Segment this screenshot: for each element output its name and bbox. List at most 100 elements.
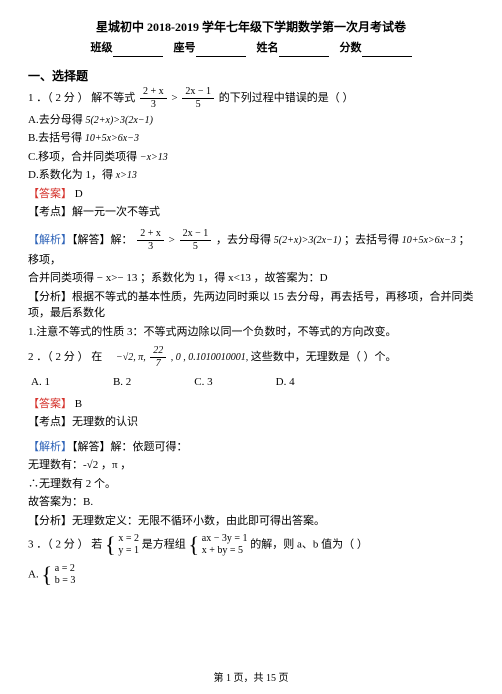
q1-optA: A.去分母得 5(2+x)>3(2x−1): [28, 112, 474, 129]
q2-prefix: 2 ．（ 2 分 ） 在: [28, 351, 102, 363]
name-blank: [279, 44, 329, 57]
jx-text: ；去括号得: [344, 234, 399, 246]
q1-frac2: 2x − 1 5: [182, 87, 214, 110]
frac-den: 5: [180, 241, 212, 252]
frac-num: 2 + x: [137, 229, 164, 241]
jieda-label: 【解答】解：依题可得：: [72, 441, 188, 453]
frac-num: 2 + x: [140, 87, 167, 99]
jiexi-label: 【解析】: [28, 234, 72, 246]
q1-optC: C.移项，合并同类项得 −x>13: [28, 149, 474, 166]
name-label: 姓名: [257, 42, 279, 54]
q1-optB: B.去括号得 10+5x>6x−3: [28, 130, 474, 147]
q2-line-ans: 故答案为：B.: [28, 494, 474, 511]
jiexi-label: 【解析】: [28, 441, 72, 453]
score-label: 分数: [340, 42, 362, 54]
frac-den: 7: [150, 358, 166, 369]
q3-sys1: x = 2 y = 1: [118, 533, 139, 557]
frac-den: 5: [182, 99, 214, 110]
q1-gt: >: [171, 92, 177, 104]
frac-den: 3: [140, 99, 167, 110]
q1-frac1: 2 + x 3: [140, 87, 167, 110]
q2-kaodian: 【考点】无理数的认识: [28, 414, 474, 431]
frac-num: 22: [150, 346, 166, 358]
sqrt2: √2: [123, 352, 134, 363]
jieda-label: 【解答】解：: [72, 234, 133, 246]
opt-label: A.去分母得: [28, 114, 83, 126]
gt: >: [169, 234, 175, 246]
jx-expr: 10+5x>6x−3: [402, 235, 456, 246]
eq: ax − 3y = 1: [202, 533, 248, 544]
seat-blank: [196, 44, 246, 57]
header-fill: 班级 座号 姓名 分数: [28, 40, 474, 57]
q1-prefix: 1 ．（ 2 分 ） 解不等式: [28, 92, 135, 104]
opt-expr: −x>13: [140, 152, 168, 163]
opt-expr: x>13: [116, 170, 137, 181]
eq: x = 2: [118, 533, 139, 544]
q1-jiexi: 【解析】【解答】解： 2 + x 3 > 2x − 1 5 ，去分母得 5(2+…: [28, 229, 474, 269]
class-label: 班级: [91, 42, 113, 54]
q2-options: A. 1 B. 2 C. 3 D. 4: [28, 371, 357, 394]
q2-line-count: ∴无理数有 2 个。: [28, 476, 474, 493]
jx-expr: 5(2+x)>3(2x−1): [274, 235, 341, 246]
eq: y = 1: [118, 545, 139, 556]
q3-prefix: 3 ．（ 2 分 ） 若: [28, 539, 102, 551]
q3-optA: A. { a = 2 b = 3: [28, 563, 474, 587]
neg: −: [116, 352, 123, 363]
opt-expr: 10+5x>6x−3: [85, 133, 139, 144]
q1-fenxi: 【分析】根据不等式的基本性质，先两边同时乘以 15 去分母，再去括号，再移项，合…: [28, 289, 474, 322]
q2-line-wuli: 无理数有：-√2 ，π ，: [28, 457, 474, 474]
brace-icon: {: [41, 565, 52, 585]
jx-text: ，去分母得: [216, 234, 271, 246]
eq: a = 2: [55, 563, 75, 574]
q3-mid: 是方程组: [142, 539, 186, 551]
brace-icon: {: [188, 535, 199, 555]
q2-suffix: 这些数中，无理数是（ ）个。: [251, 351, 397, 363]
eq: x + by = 5: [202, 545, 243, 556]
q2-answer: 【答案】 B: [28, 396, 474, 413]
q2-frac: 22 7: [150, 346, 166, 369]
frac-den: 3: [137, 241, 164, 252]
exam-title: 星城初中 2018-2019 学年七年级下学期数学第一次月考试卷: [28, 18, 474, 36]
q2-optC: C. 3: [193, 373, 272, 392]
q1-stem: 1 ．（ 2 分 ） 解不等式 2 + x 3 > 2x − 1 5 的下列过程…: [28, 87, 474, 110]
q1-suffix: 的下列过程中错误的是（ ）: [219, 92, 354, 104]
score-blank: [362, 44, 412, 57]
q2-optD: D. 4: [275, 373, 355, 392]
answer-label: 【答案】: [28, 188, 72, 200]
opt-label: D.系数化为 1，得: [28, 169, 113, 181]
pi: π: [138, 352, 143, 363]
q3-suffix: 的解，则 a、b 值为（ ）: [250, 539, 368, 551]
answer-value: D: [75, 188, 83, 200]
q1-note: 1.注意不等式的性质 3：不等式两边除以同一个负数时，不等式的方向改变。: [28, 324, 474, 341]
q1-jx-frac2: 2x − 1 5: [180, 229, 212, 252]
q3-stem: 3 ．（ 2 分 ） 若 { x = 2 y = 1 是方程组 { ax − 3…: [28, 533, 474, 557]
opt-label: A.: [28, 569, 39, 581]
q3-sys2: ax − 3y = 1 x + by = 5: [202, 533, 248, 557]
q3-optA-eq: a = 2 b = 3: [55, 563, 76, 587]
page-footer: 第 1 页，共 15 页: [0, 671, 502, 686]
rest: , 0 , 0.1010010001,: [171, 352, 249, 363]
class-blank: [113, 44, 163, 57]
q1-answer: 【答案】 D: [28, 186, 474, 203]
q1-kaodian: 【考点】解一元一次不等式: [28, 204, 474, 221]
q2-jiexi: 【解析】【解答】解：依题可得：: [28, 439, 474, 456]
frac-num: 2x − 1: [182, 87, 214, 99]
eq: b = 3: [55, 575, 76, 586]
opt-expr: 5(2+x)>3(2x−1): [85, 115, 152, 126]
answer-value: B: [75, 398, 82, 410]
q2-fenxi: 【分析】无理数定义：无限不循环小数，由此即可得出答案。: [28, 513, 474, 530]
section-1-heading: 一、选择题: [28, 67, 474, 85]
q1-jiexi-line2: 合并同类项得 − x>− 13 ；系数化为 1，得 x<13 ，故答案为：D: [28, 270, 474, 287]
q1-jx-frac1: 2 + x 3: [137, 229, 164, 252]
answer-label: 【答案】: [28, 398, 72, 410]
q2-optA: A. 1: [30, 373, 110, 392]
q2-stem: 2 ．（ 2 分 ） 在 −√2, π, 22 7 , 0 , 0.101001…: [28, 346, 474, 369]
q1-optD: D.系数化为 1，得 x>13: [28, 167, 474, 184]
opt-label: C.移项，合并同类项得: [28, 151, 137, 163]
seat-label: 座号: [174, 42, 196, 54]
opt-label: B.去括号得: [28, 132, 82, 144]
q2-list: −√2, π, 22 7 , 0 , 0.1010010001,: [116, 352, 251, 363]
frac-num: 2x − 1: [180, 229, 212, 241]
q2-optB: B. 2: [112, 373, 191, 392]
brace-icon: {: [105, 535, 116, 555]
